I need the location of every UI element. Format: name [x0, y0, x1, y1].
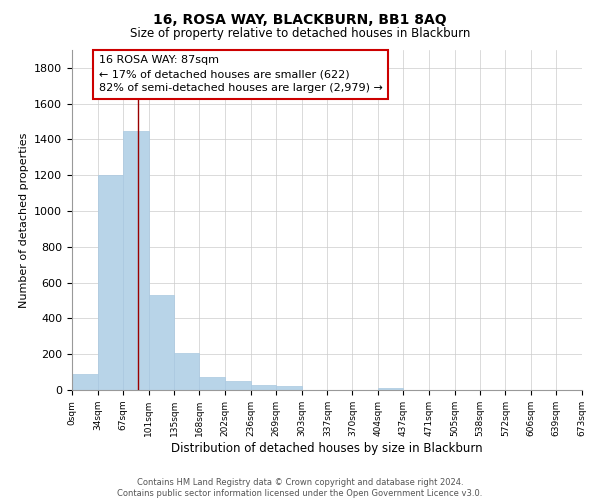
- Bar: [72, 374, 98, 390]
- Bar: [225, 382, 251, 390]
- Bar: [276, 386, 302, 390]
- Text: 16, ROSA WAY, BLACKBURN, BB1 8AQ: 16, ROSA WAY, BLACKBURN, BB1 8AQ: [153, 12, 447, 26]
- Bar: [199, 378, 225, 390]
- Bar: [251, 384, 276, 390]
- Y-axis label: Number of detached properties: Number of detached properties: [19, 132, 29, 308]
- Text: Size of property relative to detached houses in Blackburn: Size of property relative to detached ho…: [130, 28, 470, 40]
- Bar: [378, 388, 403, 390]
- Text: Contains HM Land Registry data © Crown copyright and database right 2024.
Contai: Contains HM Land Registry data © Crown c…: [118, 478, 482, 498]
- Bar: [98, 176, 123, 390]
- Bar: [123, 130, 149, 390]
- X-axis label: Distribution of detached houses by size in Blackburn: Distribution of detached houses by size …: [171, 442, 483, 454]
- Text: 16 ROSA WAY: 87sqm
← 17% of detached houses are smaller (622)
82% of semi-detach: 16 ROSA WAY: 87sqm ← 17% of detached hou…: [98, 56, 382, 94]
- Bar: [175, 354, 199, 390]
- Bar: [149, 295, 175, 390]
